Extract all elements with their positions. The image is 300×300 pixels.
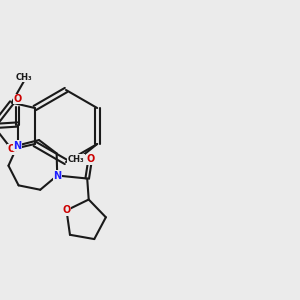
Text: CH₃: CH₃: [15, 73, 32, 82]
Text: O: O: [14, 94, 22, 104]
Text: O: O: [8, 144, 16, 154]
Text: O: O: [62, 205, 70, 215]
Text: N: N: [53, 170, 61, 181]
Text: CH₃: CH₃: [68, 154, 85, 164]
Text: O: O: [86, 154, 94, 164]
Text: N: N: [14, 140, 22, 151]
